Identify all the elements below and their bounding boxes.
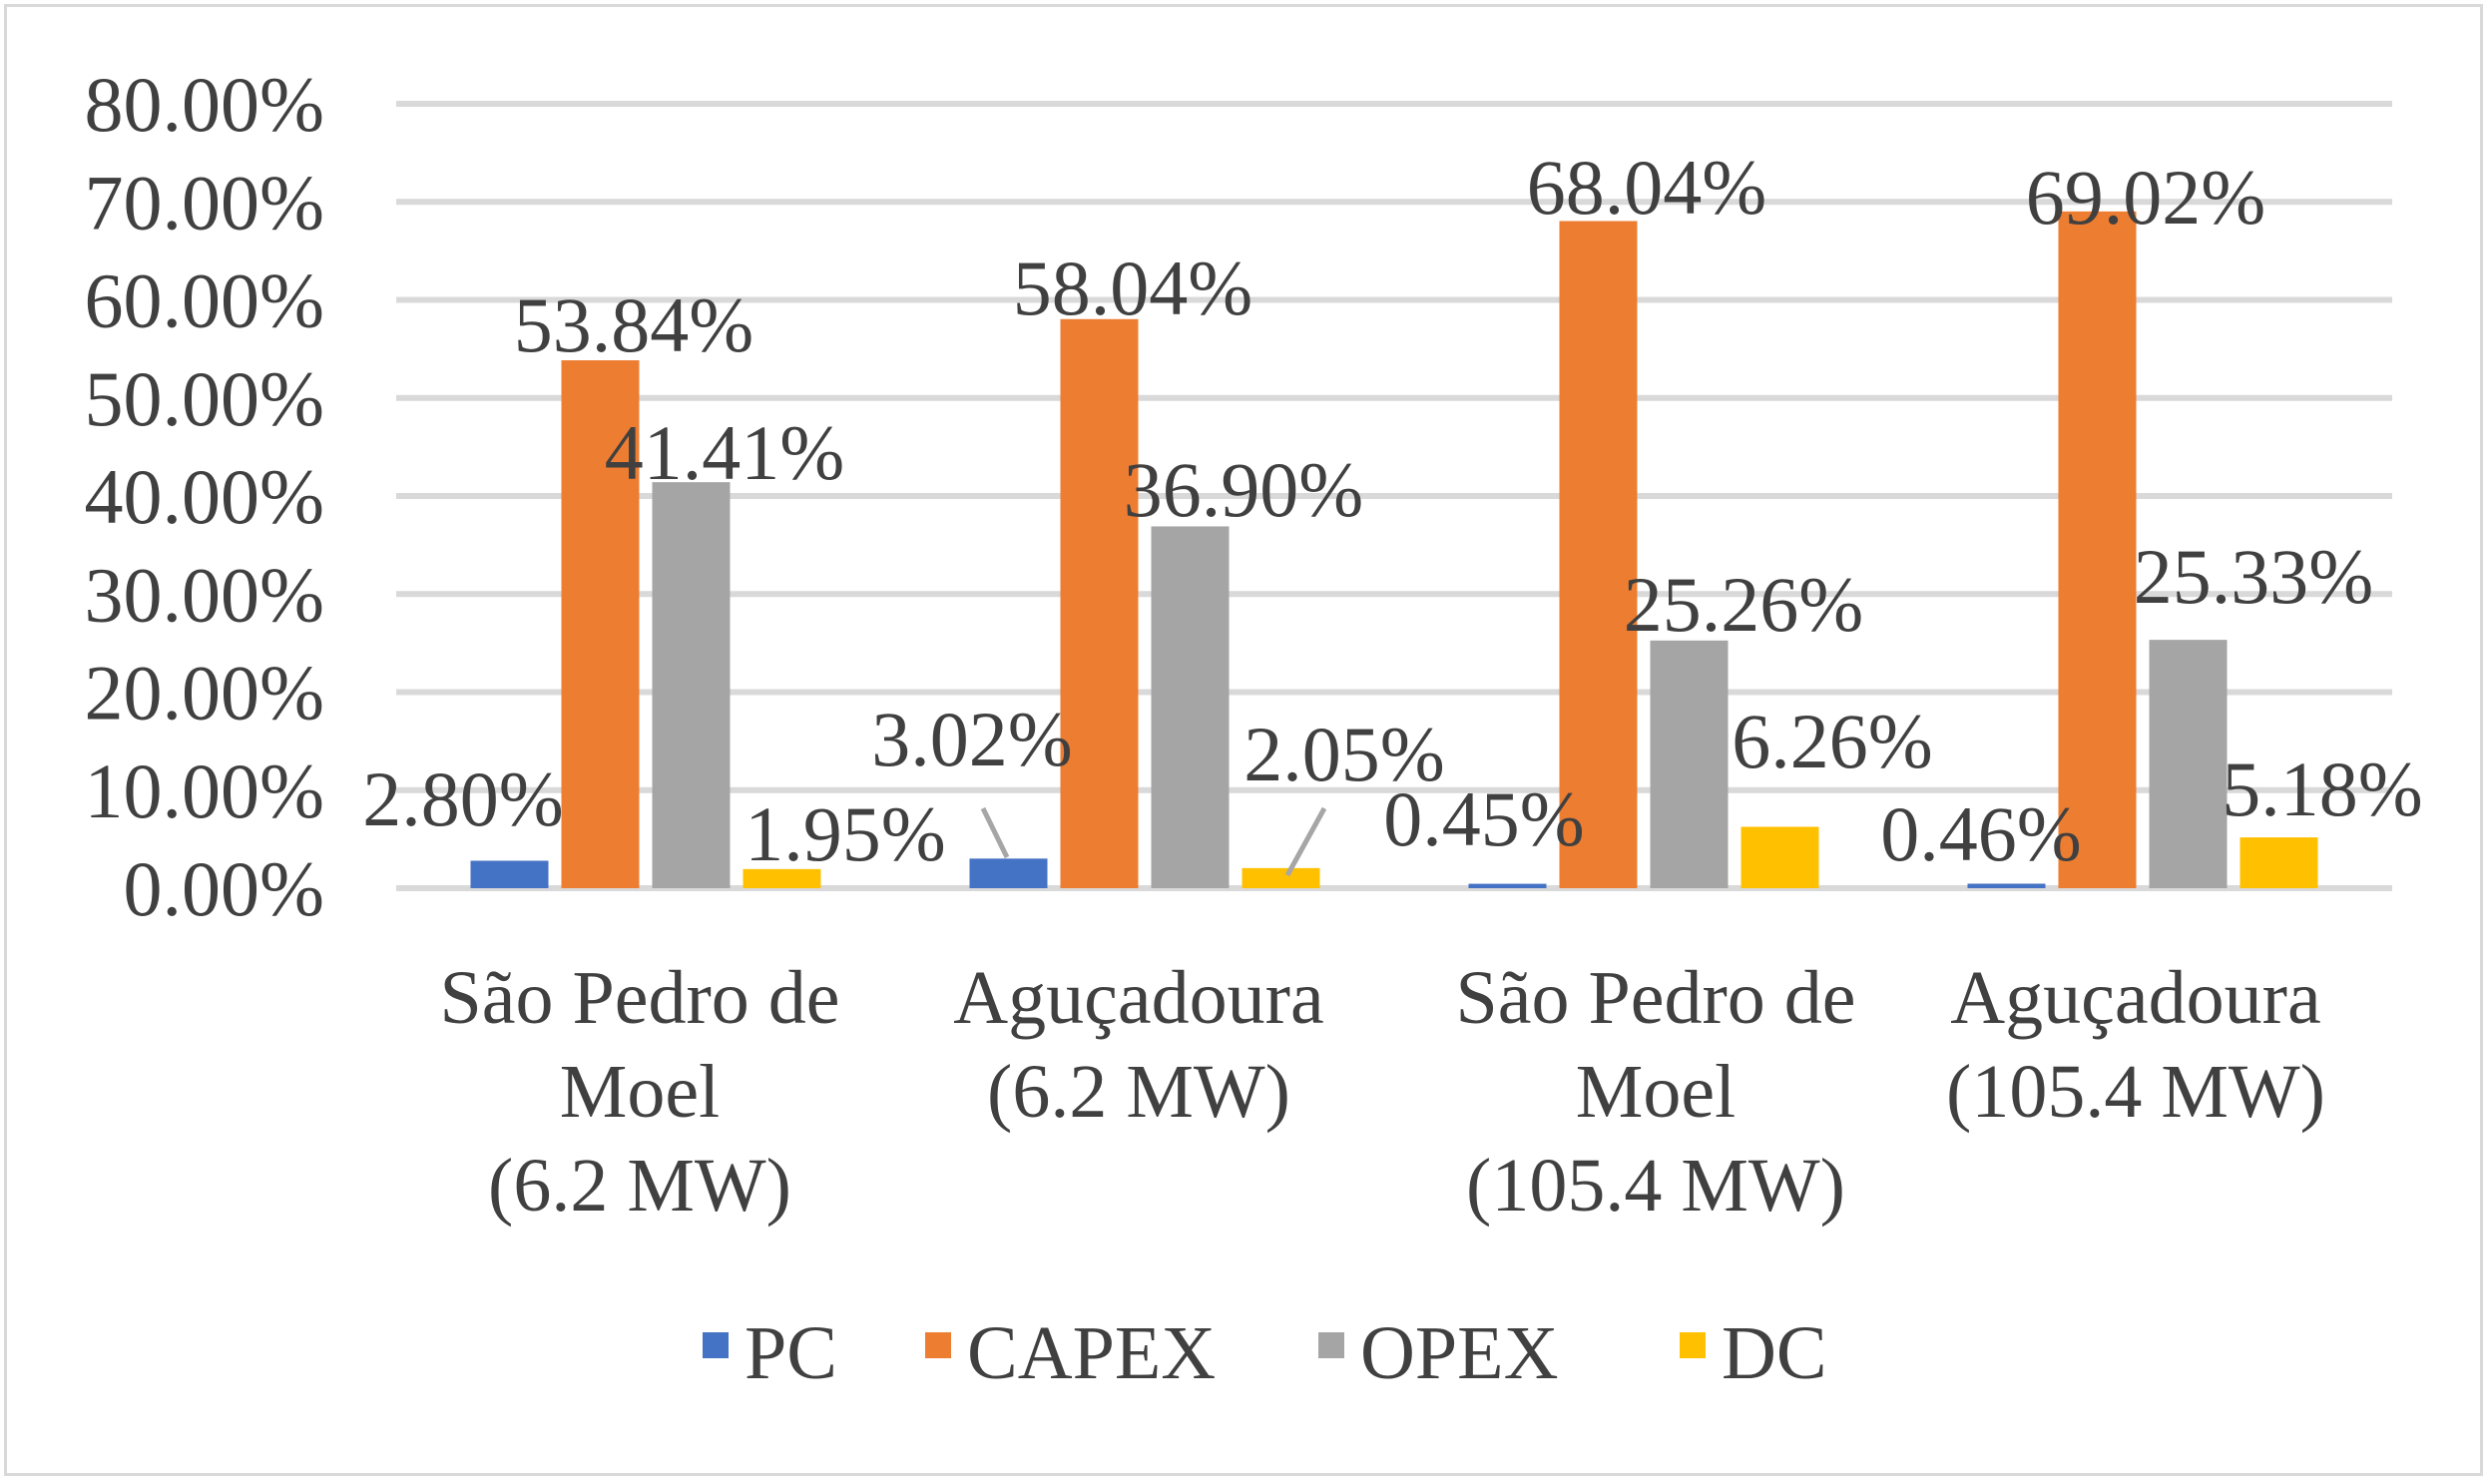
bar-dc-1: [743, 868, 821, 888]
bar-capex-2: [1060, 318, 1139, 889]
bar-capex-3: [1559, 221, 1638, 888]
chart-frame: 0.00% 10.00% 20.00% 30.00% 40.00% 50.00% 60.00…: [4, 4, 2483, 1476]
bar-opex-3: [1650, 640, 1729, 888]
leader-line: [980, 806, 1010, 859]
x-category-label: Aguçadoura (6.2 MW): [953, 956, 1323, 1134]
data-labels: 2.80% 3.02% 0.45% 0.46% 53.84% 58.04% 68.04% 69…: [362, 144, 2422, 877]
bar-pc-3: [1468, 883, 1547, 888]
data-label-pc: 2.80%: [362, 755, 563, 842]
bar-pc-4: [1967, 883, 2046, 888]
data-label-capex: 53.84%: [514, 281, 753, 368]
data-label-capex: 68.04%: [1527, 144, 1766, 231]
leader-lines: [980, 806, 1327, 877]
legend: PC CAPEX OPEX DC: [703, 1311, 1827, 1395]
data-label-dc: 5.18%: [2222, 745, 2422, 832]
bar-chart: 0.00% 10.00% 20.00% 30.00% 40.00% 50.00% 60.00…: [85, 61, 2423, 1395]
y-tick-label: 0.00%: [124, 845, 324, 932]
legend-swatch-dc: [1680, 1332, 1706, 1358]
bar-pc-2: [969, 858, 1048, 888]
data-label-pc: 3.02%: [871, 696, 1072, 782]
data-label-opex: 25.26%: [1624, 561, 1863, 648]
bar-pc-1: [470, 860, 549, 888]
y-tick-label: 40.00%: [85, 453, 324, 540]
y-tick-label: 70.00%: [85, 159, 324, 246]
bar-opex-1: [652, 482, 731, 888]
data-label-pc: 0.46%: [1880, 790, 2081, 877]
y-tick-label: 80.00%: [85, 61, 324, 148]
data-label-opex: 25.33%: [2134, 533, 2373, 620]
data-label-dc: 1.95%: [745, 790, 945, 877]
data-label-dc: 6.26%: [1732, 698, 1932, 784]
legend-label-pc: PC: [745, 1311, 837, 1395]
y-tick-label: 20.00%: [85, 650, 324, 737]
legend-swatch-capex: [925, 1332, 951, 1358]
y-tick-label: 60.00%: [85, 257, 324, 344]
data-label-opex: 41.41%: [605, 409, 844, 496]
legend-swatch-opex: [1318, 1332, 1344, 1358]
leader-line: [1284, 806, 1327, 877]
x-category-label: Aguçadoura (105.4 MW): [1946, 956, 2325, 1134]
bar-capex-4: [2058, 211, 2137, 889]
bar-dc-4: [2240, 837, 2318, 888]
legend-label-dc: DC: [1722, 1311, 1827, 1395]
y-tick-label: 50.00%: [85, 355, 324, 442]
x-category-label: São Pedro de Moel (105.4 MW): [1455, 956, 1855, 1228]
data-label-dc: 2.05%: [1244, 711, 1444, 797]
legend-swatch-pc: [703, 1332, 729, 1358]
data-label-pc: 0.45%: [1383, 775, 1584, 862]
y-tick-label: 10.00%: [85, 747, 324, 834]
data-label-capex: 58.04%: [1013, 245, 1252, 331]
x-category-label: São Pedro de Moel (6.2 MW): [439, 956, 839, 1228]
legend-label-capex: CAPEX: [967, 1311, 1216, 1395]
bar-dc-3: [1741, 826, 1819, 888]
y-tick-label: 30.00%: [85, 551, 324, 638]
legend-label-opex: OPEX: [1360, 1311, 1558, 1395]
bar-opex-2: [1151, 526, 1230, 888]
data-label-capex: 69.02%: [2026, 154, 2265, 241]
bar-dc-2: [1242, 867, 1320, 888]
bar-opex-4: [2149, 640, 2228, 888]
y-axis-ticks: 0.00% 10.00% 20.00% 30.00% 40.00% 50.00% 60.00…: [85, 61, 324, 932]
bar-capex-1: [561, 360, 640, 889]
bars: [470, 211, 2318, 889]
data-label-opex: 36.90%: [1124, 446, 1363, 533]
x-axis-categories: São Pedro de Moel (6.2 MW) Aguçadoura (6.2 M…: [439, 956, 2324, 1228]
